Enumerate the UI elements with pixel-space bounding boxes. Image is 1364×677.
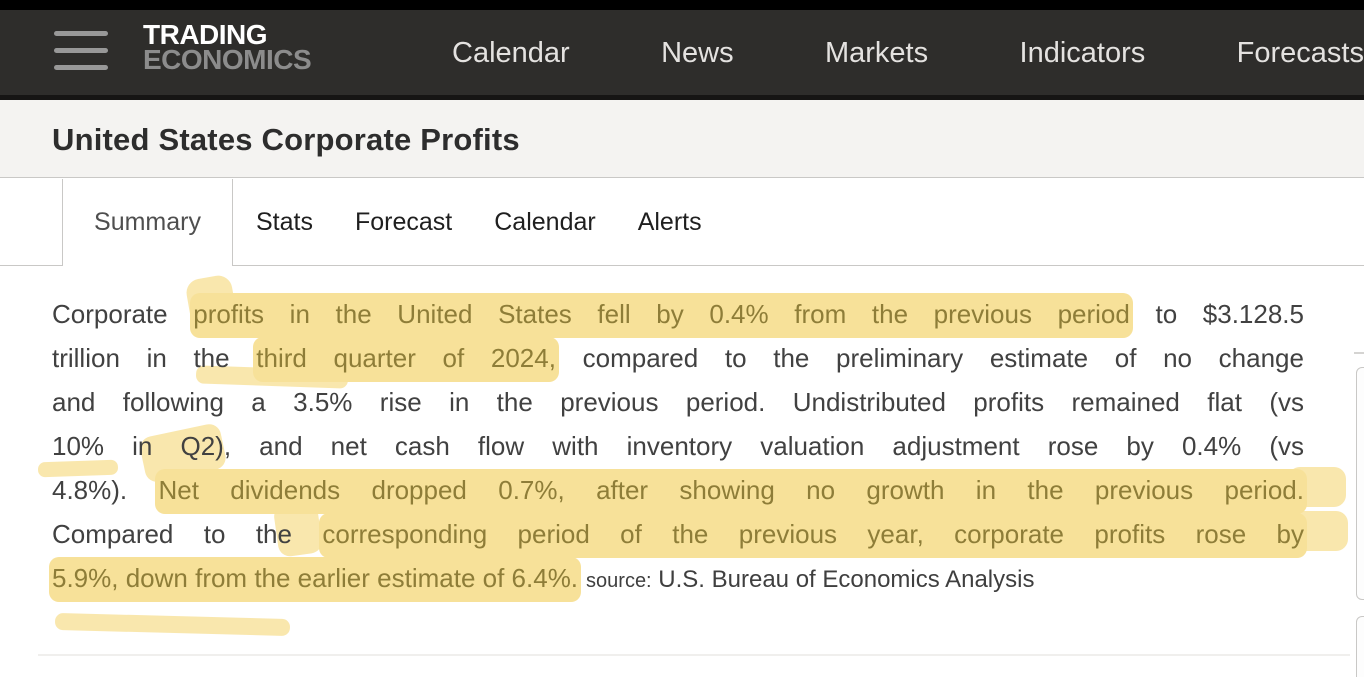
tabs-bar: Summary Stats Forecast Calendar Alerts xyxy=(0,179,1364,266)
tab-spacer xyxy=(0,179,62,265)
hamburger-bar xyxy=(54,48,108,53)
highlighted-text: third quarter of 2024, xyxy=(253,337,559,382)
logo-line-1: TRADING xyxy=(143,19,268,50)
summary-line: 4.8%). Net dividends dropped 0.7%, after… xyxy=(52,468,1307,514)
highlighted-text: 5.9%, down from the earlier estimate of … xyxy=(49,557,582,602)
trading-economics-logo[interactable]: TRADING ECONOMICS xyxy=(143,19,312,75)
nav-item-markets[interactable]: Markets xyxy=(824,36,929,69)
tab-forecast[interactable]: Forecast xyxy=(354,207,453,236)
text-segment: U.S. Bureau of Economics Analysis xyxy=(651,566,1035,593)
highlighted-text: corresponding period of the previous yea… xyxy=(319,513,1308,558)
summary-line: trillion in the third quarter of 2024, c… xyxy=(52,336,1304,382)
highlighted-text: profits in the United States fell by 0.4… xyxy=(190,293,1133,338)
summary-line: and following a 3.5% rise in the previou… xyxy=(52,380,1304,424)
edge-line-fragment xyxy=(1354,352,1364,354)
navbar-top-strip xyxy=(0,0,1364,10)
highlighted-text: Net dividends dropped 0.7%, after showin… xyxy=(155,469,1307,514)
top-navbar: TRADING ECONOMICS Calendar News Markets Ind… xyxy=(0,0,1364,100)
tab-calendar[interactable]: Calendar xyxy=(494,207,596,236)
summary-paragraph: Corporate profits in the United States f… xyxy=(49,292,1308,602)
logo-line-2: ECONOMICS xyxy=(143,44,312,75)
navbar-bottom-strip xyxy=(0,95,1364,100)
summary-line: 10% in Q2), and net cash flow with inven… xyxy=(52,424,1304,468)
text-segment: to $3.128.5 xyxy=(1129,299,1304,329)
section-divider xyxy=(38,654,1350,656)
hamburger-menu-icon[interactable] xyxy=(54,31,108,75)
summary-line: Corporate profits in the United States f… xyxy=(52,292,1304,338)
summary-line: Compared to the corresponding period of … xyxy=(52,512,1308,558)
hamburger-bar xyxy=(54,65,108,70)
text-segment: and following a 3.5% rise in the previou… xyxy=(52,387,1304,417)
nav-item-calendar[interactable]: Calendar xyxy=(452,36,570,69)
hamburger-bar xyxy=(54,31,108,36)
nav-item-indicators[interactable]: Indicators xyxy=(1019,36,1146,69)
title-band: United States Corporate Profits xyxy=(0,100,1364,178)
page-title: United States Corporate Profits xyxy=(52,122,520,157)
nav-item-news[interactable]: News xyxy=(661,36,734,69)
clipped-panel-bottom xyxy=(1356,616,1364,677)
tab-alerts[interactable]: Alerts xyxy=(637,207,702,236)
highlighter-stroke xyxy=(54,612,291,637)
text-segment: Corporate xyxy=(52,299,194,329)
text-segment: 4.8%). xyxy=(52,475,159,505)
text-segment: Compared to the xyxy=(52,519,323,549)
clipped-panel-top xyxy=(1356,367,1364,600)
main-navigation: Calendar News Markets Indicators Forecasts xyxy=(452,10,1364,96)
tab-stats[interactable]: Stats xyxy=(256,207,313,236)
tab-summary[interactable]: Summary xyxy=(62,179,233,266)
summary-line: 5.9%, down from the earlier estimate of … xyxy=(49,556,1304,602)
text-segment: 10% in Q2), and net cash flow with inven… xyxy=(52,431,1304,461)
text-segment: source: xyxy=(586,570,652,592)
text-segment: compared to the preliminary estimate of … xyxy=(555,343,1304,373)
nav-item-forecasts[interactable]: Forecasts xyxy=(1236,36,1364,69)
text-segment: trillion in the xyxy=(52,343,257,373)
